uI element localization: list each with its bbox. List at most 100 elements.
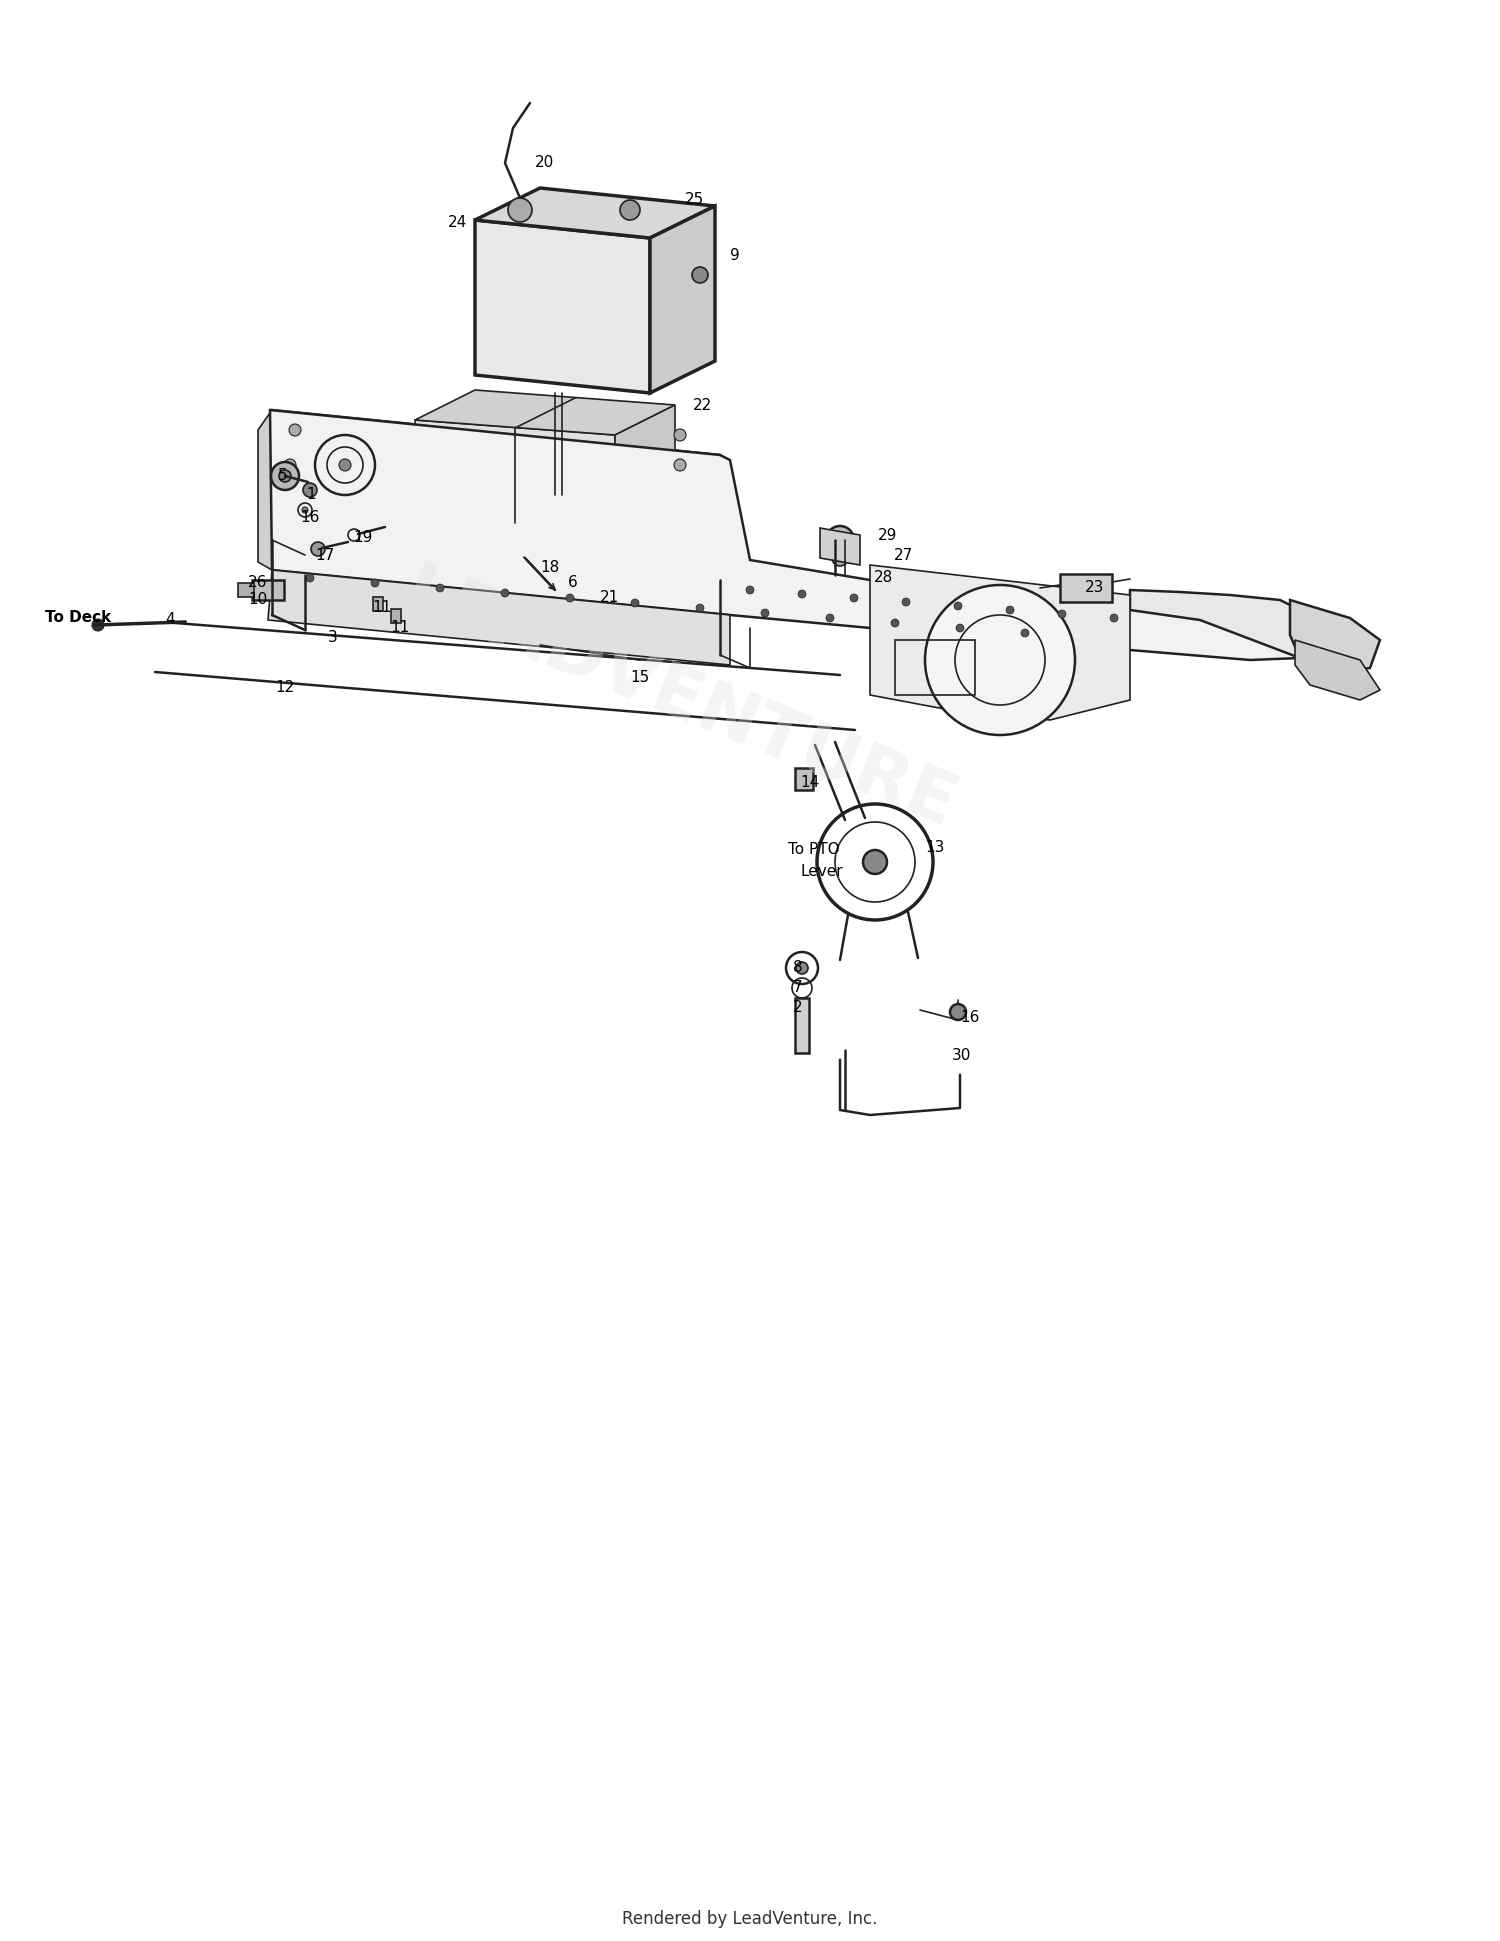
Text: 25: 25 [686,192,705,208]
Text: 8: 8 [794,961,802,974]
Text: 23: 23 [1084,580,1104,596]
Circle shape [632,600,639,608]
Text: LEADVENTURE: LEADVENTURE [393,557,966,842]
Text: 28: 28 [874,571,894,584]
Bar [795,998,808,1054]
Circle shape [827,526,854,553]
Text: 21: 21 [600,590,619,606]
Bar [1060,575,1112,602]
Circle shape [692,268,708,283]
Circle shape [279,470,291,481]
Polygon shape [476,188,716,239]
Bar [374,598,382,611]
Circle shape [827,613,834,621]
Text: 6: 6 [568,575,578,590]
Circle shape [370,578,380,586]
Circle shape [850,594,858,602]
Polygon shape [1290,600,1380,672]
Text: Rendered by LeadVenture, Inc.: Rendered by LeadVenture, Inc. [622,1910,878,1927]
Circle shape [746,586,754,594]
Text: 2: 2 [794,1000,802,1015]
Circle shape [501,588,509,598]
Text: 11: 11 [390,619,410,635]
Polygon shape [272,410,720,580]
Text: 24: 24 [448,215,468,229]
Circle shape [891,619,898,627]
Text: 11: 11 [372,600,392,615]
Text: 16: 16 [300,510,320,524]
Text: 22: 22 [693,398,712,413]
Text: 16: 16 [960,1009,980,1025]
Text: 19: 19 [352,530,372,545]
Circle shape [1058,609,1066,617]
Circle shape [954,602,962,609]
Bar [392,609,400,623]
Circle shape [436,584,444,592]
Text: 20: 20 [536,155,555,171]
Text: 26: 26 [248,575,267,590]
Circle shape [272,462,298,489]
Circle shape [862,850,886,873]
Circle shape [902,598,910,606]
Circle shape [620,200,640,219]
Text: 9: 9 [730,248,740,262]
Polygon shape [416,419,615,530]
Text: To Deck: To Deck [45,609,111,625]
Text: 3: 3 [328,631,338,644]
Polygon shape [650,206,716,392]
Circle shape [339,458,351,472]
Circle shape [674,429,686,441]
Circle shape [303,483,316,497]
Text: 4: 4 [165,611,174,627]
Circle shape [92,619,104,631]
Polygon shape [270,410,1320,660]
Bar [795,769,813,790]
Polygon shape [615,406,675,530]
Circle shape [1007,606,1014,613]
Text: 7: 7 [794,980,802,996]
Circle shape [926,584,1076,736]
Polygon shape [416,390,675,435]
Polygon shape [476,219,650,392]
Polygon shape [821,528,860,565]
Circle shape [956,623,964,633]
Text: Lever: Lever [800,864,843,879]
Bar [238,582,254,598]
Polygon shape [870,565,1130,720]
Text: 1: 1 [306,487,315,503]
Polygon shape [268,571,730,666]
Bar [896,641,975,695]
Text: 30: 30 [952,1048,972,1064]
Text: 13: 13 [926,840,945,854]
Circle shape [290,423,302,437]
Text: 10: 10 [248,592,267,608]
Circle shape [310,542,326,555]
Text: To PTO: To PTO [788,842,840,858]
Circle shape [796,963,808,974]
Polygon shape [272,540,720,615]
Text: 27: 27 [894,547,914,563]
Text: 5: 5 [278,468,288,483]
Circle shape [696,604,703,611]
Bar [252,580,284,600]
Text: 29: 29 [878,528,897,543]
Circle shape [566,594,574,602]
Text: 12: 12 [274,679,294,695]
Circle shape [1110,613,1118,621]
Circle shape [833,549,848,567]
Circle shape [798,590,806,598]
Text: 15: 15 [630,670,650,685]
Polygon shape [1294,641,1380,701]
Circle shape [1022,629,1029,637]
Circle shape [760,609,770,617]
Circle shape [306,575,314,582]
Text: 14: 14 [800,774,819,790]
Text: 17: 17 [315,547,334,563]
Text: 18: 18 [540,561,560,575]
Polygon shape [1130,590,1320,658]
Circle shape [950,1003,966,1021]
Circle shape [509,198,532,221]
Polygon shape [258,410,272,571]
Circle shape [674,458,686,472]
Circle shape [284,458,296,472]
